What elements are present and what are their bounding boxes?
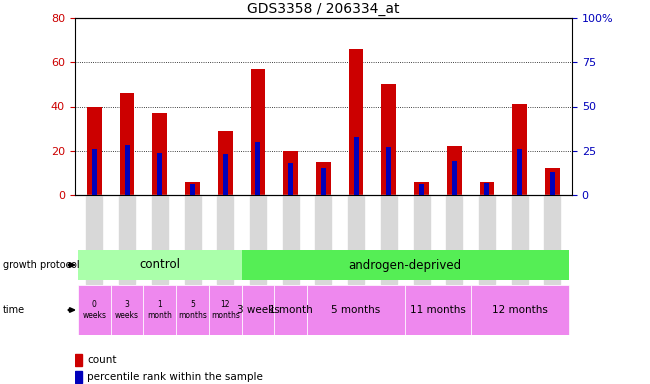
Bar — [446, 195, 462, 283]
Bar — [381, 195, 396, 283]
Text: 3 weeks: 3 weeks — [237, 305, 280, 315]
Bar — [447, 146, 461, 195]
Bar — [283, 151, 298, 195]
Bar — [78, 285, 111, 335]
Bar — [185, 182, 200, 195]
Bar — [92, 149, 97, 195]
Bar — [307, 285, 405, 335]
Bar — [315, 195, 332, 283]
Bar — [120, 93, 135, 195]
Bar — [223, 154, 227, 195]
Bar — [354, 137, 359, 195]
Bar — [218, 131, 233, 195]
Bar — [209, 285, 242, 335]
Text: percentile rank within the sample: percentile rank within the sample — [87, 372, 263, 382]
Bar — [176, 285, 209, 335]
Bar — [545, 169, 560, 195]
Bar — [242, 250, 569, 280]
Bar — [512, 195, 528, 283]
Bar — [479, 195, 495, 283]
Bar — [152, 195, 168, 283]
Text: androgen-deprived: androgen-deprived — [348, 258, 462, 271]
Bar — [316, 162, 331, 195]
Bar — [75, 371, 82, 383]
Bar — [382, 84, 396, 195]
Text: 3
weeks: 3 weeks — [115, 300, 139, 320]
Bar — [250, 195, 266, 283]
Bar — [517, 149, 522, 195]
Bar — [512, 104, 527, 195]
Bar — [190, 184, 195, 195]
Bar — [242, 285, 274, 335]
Bar — [87, 106, 102, 195]
Bar — [78, 250, 242, 280]
Bar — [413, 195, 430, 283]
Bar — [119, 195, 135, 283]
Bar — [274, 285, 307, 335]
Bar — [153, 113, 167, 195]
Text: 0
weeks: 0 weeks — [83, 300, 107, 320]
Bar — [544, 195, 560, 283]
Bar — [550, 172, 555, 195]
Text: 5
months: 5 months — [178, 300, 207, 320]
Bar — [405, 285, 471, 335]
Bar — [217, 195, 233, 283]
Bar — [414, 182, 429, 195]
Text: 1
month: 1 month — [148, 300, 172, 320]
Text: 11 months: 11 months — [410, 305, 466, 315]
Text: 5 months: 5 months — [332, 305, 381, 315]
Bar — [419, 184, 424, 195]
Bar — [125, 146, 129, 195]
Text: count: count — [87, 355, 117, 365]
Bar — [283, 195, 299, 283]
Bar — [471, 285, 569, 335]
Bar — [484, 183, 489, 195]
Bar — [111, 285, 144, 335]
Bar — [185, 195, 201, 283]
Bar — [321, 169, 326, 195]
Text: growth protocol: growth protocol — [3, 260, 80, 270]
Bar — [349, 49, 363, 195]
Bar — [75, 354, 82, 366]
Text: control: control — [139, 258, 180, 271]
Text: 12 months: 12 months — [491, 305, 547, 315]
Text: 12
months: 12 months — [211, 300, 240, 320]
Bar — [452, 161, 457, 195]
Bar — [255, 142, 261, 195]
Text: time: time — [3, 305, 25, 315]
Bar — [348, 195, 364, 283]
Bar — [480, 182, 494, 195]
Bar — [288, 163, 293, 195]
Bar — [386, 147, 391, 195]
Bar — [157, 152, 162, 195]
Text: 1 month: 1 month — [269, 305, 313, 315]
Bar — [144, 285, 176, 335]
Bar — [251, 69, 265, 195]
Title: GDS3358 / 206334_at: GDS3358 / 206334_at — [247, 2, 400, 16]
Bar — [86, 195, 103, 283]
